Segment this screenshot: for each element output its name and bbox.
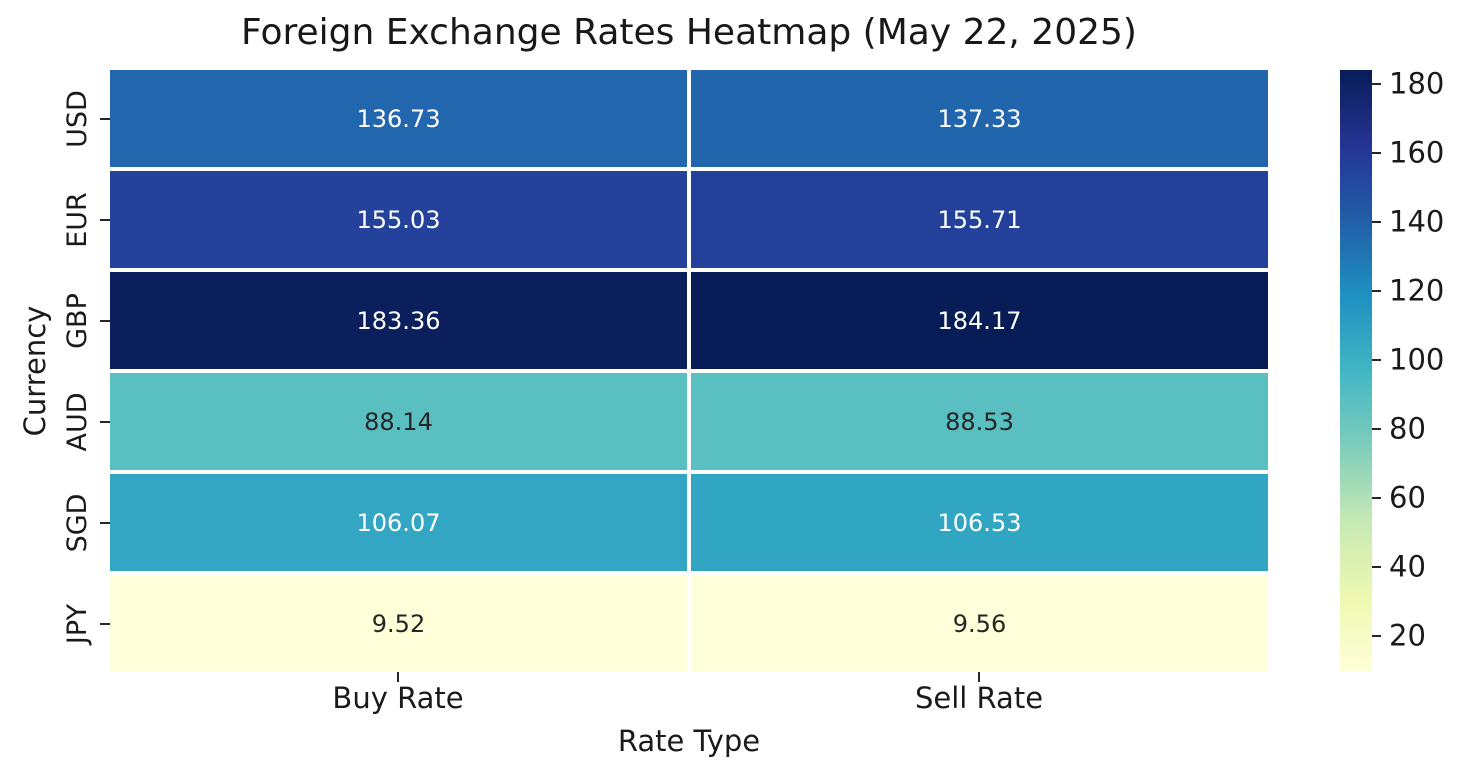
y-tick-label: GBP <box>62 292 93 349</box>
colorbar-tick-label: 140 <box>1389 204 1445 239</box>
heatmap-cell: 106.53 <box>691 474 1268 571</box>
y-tick-mark <box>100 218 110 221</box>
heatmap-cell: 106.07 <box>110 474 687 571</box>
colorbar-tick-mark <box>1372 497 1381 499</box>
heatmap-cell: 88.14 <box>110 373 687 470</box>
x-axis-label: Rate Type <box>617 724 761 758</box>
heatmap-cell: 136.73 <box>110 70 687 167</box>
colorbar-tick-label: 100 <box>1389 342 1445 377</box>
heatmap-cell: 155.71 <box>691 171 1268 268</box>
heatmap-cell: 155.03 <box>110 171 687 268</box>
colorbar-tick-mark <box>1372 359 1381 362</box>
y-tick-mark <box>100 622 110 625</box>
colorbar-tick-mark <box>1372 565 1381 568</box>
colorbar-tick-mark <box>1372 221 1381 224</box>
y-tick-mark <box>100 420 110 423</box>
colorbar-tick-label: 160 <box>1389 135 1445 170</box>
heatmap-cell: 88.53 <box>691 373 1268 470</box>
colorbar-tick-mark <box>1372 634 1381 637</box>
x-tick-mark <box>978 672 980 682</box>
y-tick-mark <box>100 319 110 322</box>
y-tick-label: USD <box>62 89 93 148</box>
colorbar-tick-label: 180 <box>1389 66 1445 101</box>
y-tick-label: SGD <box>62 493 93 552</box>
colorbar-tick-label: 80 <box>1389 411 1426 446</box>
colorbar-tick-label: 60 <box>1389 480 1426 515</box>
heatmap-grid: 136.73 137.33 155.03 155.71 183.36 184.17 88.1… <box>110 70 1268 672</box>
y-tick-mark <box>100 117 110 120</box>
colorbar-tick-label: 120 <box>1389 273 1445 308</box>
colorbar-tick-label: 40 <box>1389 549 1426 584</box>
colorbar-tick-label: 20 <box>1389 618 1426 653</box>
y-tick-label: JPY <box>62 603 93 644</box>
heatmap-cell: 183.36 <box>110 272 687 369</box>
colorbar-tick-mark <box>1372 152 1381 155</box>
y-axis-label: Currency <box>18 305 52 437</box>
x-tick-label-buy-rate: Buy Rate <box>332 681 464 715</box>
colorbar-tick-mark <box>1372 290 1381 293</box>
x-tick-mark <box>397 672 399 682</box>
x-tick-label-sell-rate: Sell Rate <box>914 681 1044 715</box>
heatmap-cell: 137.33 <box>691 70 1268 167</box>
chart-title: Foreign Exchange Rates Heatmap (May 22, … <box>241 12 1137 53</box>
colorbar <box>1340 70 1372 672</box>
y-tick-mark <box>100 521 110 524</box>
heatmap-cell: 9.56 <box>691 575 1268 672</box>
colorbar-tick-mark <box>1372 428 1381 431</box>
y-tick-label: EUR <box>62 191 93 248</box>
y-tick-label: AUD <box>62 391 93 452</box>
colorbar-tick-mark <box>1372 83 1381 86</box>
heatmap-cell: 9.52 <box>110 575 687 672</box>
heatmap-cell: 184.17 <box>691 272 1268 369</box>
